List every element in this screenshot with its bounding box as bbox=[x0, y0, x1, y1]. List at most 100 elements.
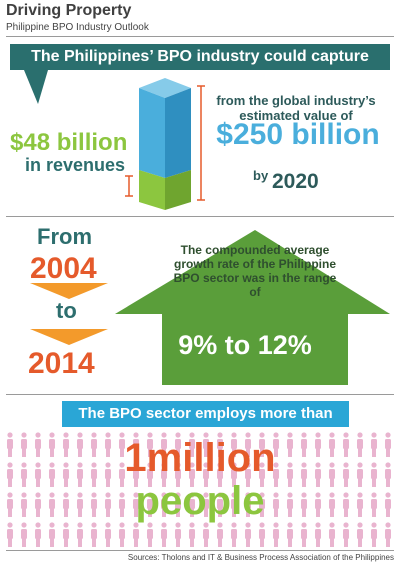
person-icon bbox=[133, 492, 139, 517]
people-grid bbox=[7, 432, 391, 547]
growth-graphic bbox=[30, 230, 390, 385]
person-icon bbox=[273, 432, 279, 457]
person-icon bbox=[63, 522, 69, 547]
person-icon bbox=[329, 432, 335, 457]
page-title: Driving Property bbox=[6, 2, 132, 19]
person-icon bbox=[175, 462, 181, 487]
person-icon bbox=[287, 492, 293, 517]
person-icon bbox=[21, 462, 27, 487]
divider bbox=[6, 216, 394, 217]
person-icon bbox=[119, 522, 125, 547]
column-right-face bbox=[165, 88, 191, 178]
person-icon bbox=[91, 492, 97, 517]
person-icon bbox=[259, 522, 265, 547]
person-icon bbox=[371, 462, 377, 487]
person-icon bbox=[357, 462, 363, 487]
person-icon bbox=[301, 462, 307, 487]
person-icon bbox=[385, 522, 391, 547]
person-icon bbox=[35, 462, 41, 487]
person-icon bbox=[315, 462, 321, 487]
person-icon bbox=[49, 492, 55, 517]
person-icon bbox=[385, 462, 391, 487]
person-icon bbox=[147, 462, 153, 487]
person-icon bbox=[315, 522, 321, 547]
person-icon bbox=[231, 522, 237, 547]
end-year: 2014 bbox=[28, 347, 95, 380]
person-icon bbox=[287, 522, 293, 547]
cagr-description: The compounded average growth rate of th… bbox=[173, 243, 337, 299]
person-icon bbox=[357, 522, 363, 547]
person-icon bbox=[217, 492, 223, 517]
person-icon bbox=[161, 432, 167, 457]
person-icon bbox=[105, 462, 111, 487]
person-icon bbox=[161, 492, 167, 517]
person-icon bbox=[133, 522, 139, 547]
divider bbox=[6, 36, 394, 37]
person-icon bbox=[161, 462, 167, 487]
person-icon bbox=[371, 522, 377, 547]
person-icon bbox=[287, 462, 293, 487]
person-icon bbox=[7, 522, 13, 547]
person-icon bbox=[175, 522, 181, 547]
person-icon bbox=[259, 432, 265, 457]
person-icon bbox=[385, 432, 391, 457]
by-label: by bbox=[253, 168, 269, 183]
person-icon bbox=[63, 492, 69, 517]
share-right-face bbox=[165, 170, 191, 210]
person-icon bbox=[91, 522, 97, 547]
person-icon bbox=[301, 492, 307, 517]
person-icon bbox=[189, 432, 195, 457]
employee-unit: people bbox=[135, 479, 265, 523]
person-icon bbox=[343, 462, 349, 487]
sources-note: Sources: Tholons and IT & Business Proce… bbox=[127, 553, 394, 562]
person-icon bbox=[371, 432, 377, 457]
person-icon bbox=[91, 432, 97, 457]
person-icon bbox=[245, 462, 251, 487]
column-left-face bbox=[139, 88, 165, 178]
person-icon bbox=[259, 462, 265, 487]
person-icon bbox=[301, 432, 307, 457]
person-icon bbox=[273, 492, 279, 517]
person-icon bbox=[357, 492, 363, 517]
person-icon bbox=[147, 522, 153, 547]
person-icon bbox=[133, 432, 139, 457]
person-icon bbox=[105, 522, 111, 547]
global-value: $250 billion bbox=[216, 118, 380, 151]
from-label: From bbox=[37, 224, 92, 249]
person-icon bbox=[329, 492, 335, 517]
person-icon bbox=[245, 432, 251, 457]
person-icon bbox=[203, 522, 209, 547]
person-icon bbox=[7, 432, 13, 457]
person-icon bbox=[91, 462, 97, 487]
revenue-banner: The Philippines’ BPO industry could capt… bbox=[10, 44, 390, 70]
person-icon bbox=[175, 432, 181, 457]
person-icon bbox=[119, 432, 125, 457]
global-value-label: from the global industry’s estimated val… bbox=[216, 93, 376, 123]
person-icon bbox=[189, 462, 195, 487]
person-icon bbox=[315, 492, 321, 517]
person-icon bbox=[175, 492, 181, 517]
person-icon bbox=[21, 492, 27, 517]
person-icon bbox=[105, 432, 111, 457]
person-icon bbox=[217, 432, 223, 457]
page-subtitle: Philippine BPO Industry Outlook bbox=[6, 22, 149, 33]
person-icon bbox=[63, 462, 69, 487]
person-icon bbox=[77, 492, 83, 517]
down-chevron-icon bbox=[30, 283, 108, 299]
revenue-label: in revenues bbox=[25, 155, 126, 175]
employment-banner: The BPO sector employs more than bbox=[62, 401, 349, 427]
person-icon bbox=[77, 432, 83, 457]
person-icon bbox=[371, 492, 377, 517]
revenue-graphic bbox=[24, 70, 205, 210]
target-year: 2020 bbox=[272, 170, 319, 193]
employee-count: 1million bbox=[124, 436, 276, 480]
person-icon bbox=[161, 522, 167, 547]
person-icon bbox=[35, 522, 41, 547]
share-left-face bbox=[139, 170, 165, 210]
growth-arrow-icon bbox=[115, 230, 390, 385]
person-icon bbox=[147, 432, 153, 457]
to-label: to bbox=[56, 298, 77, 323]
person-icon bbox=[49, 462, 55, 487]
person-icon bbox=[49, 522, 55, 547]
